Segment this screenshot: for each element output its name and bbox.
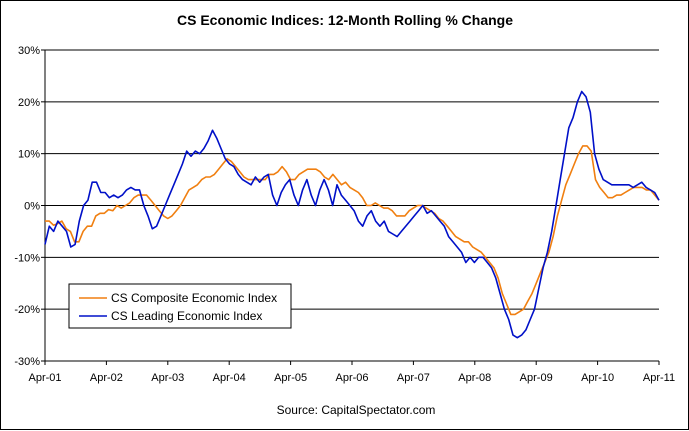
x-tick-label: Apr-10 <box>581 372 614 384</box>
series-line-leading <box>44 90 660 339</box>
legend-label-leading: CS Leading Economic Index <box>111 309 262 323</box>
x-tick-label: Apr-05 <box>274 372 307 384</box>
x-tick-label: Apr-02 <box>90 372 123 384</box>
x-tick-label: Apr-08 <box>458 372 491 384</box>
x-tick-label: Apr-04 <box>213 372 246 384</box>
y-tick-label: 10% <box>18 149 40 161</box>
y-tick-label: -10% <box>14 252 40 264</box>
x-tick-label: Apr-09 <box>520 372 553 384</box>
chart-title: CS Economic Indices: 12-Month Rolling % … <box>177 12 513 28</box>
legend: CS Composite Economic Index CS Leading E… <box>68 283 292 329</box>
series-line-composite <box>45 145 660 316</box>
y-tick-label: 20% <box>18 97 40 109</box>
source-note: Source: CapitalSpectator.com <box>277 403 436 417</box>
x-tick-label: Apr-03 <box>151 372 184 384</box>
y-tick-labels: 30% 20% 10% 0% -10% -20% -30% <box>14 45 40 368</box>
y-tick-label: 30% <box>18 45 40 57</box>
legend-box <box>68 283 292 329</box>
legend-label-composite: CS Composite Economic Index <box>111 291 277 305</box>
y-tick-label: 0% <box>24 201 40 213</box>
y-tick-label: -20% <box>14 304 40 316</box>
x-tick-label: Apr-07 <box>397 372 430 384</box>
x-tick-label: Apr-01 <box>28 372 61 384</box>
x-tick-label: Apr-06 <box>335 372 368 384</box>
x-tick-label: Apr-11 <box>643 372 675 384</box>
series-lines <box>44 90 660 339</box>
y-tick-label: -30% <box>14 356 40 368</box>
x-tick-labels: Apr-01 Apr-02 Apr-03 Apr-04 Apr-05 Apr-06 Apr-… <box>28 361 675 384</box>
